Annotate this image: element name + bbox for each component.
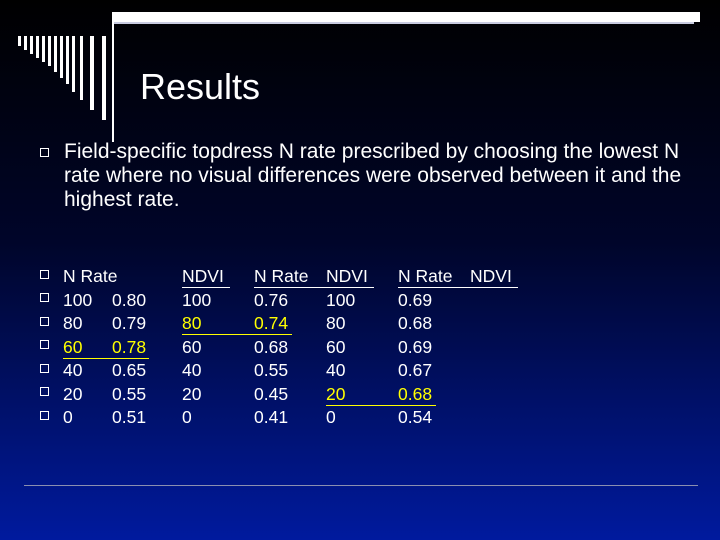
table-cell: 20 <box>182 384 202 404</box>
intro-paragraph: Field-specific topdress N rate prescribe… <box>64 140 682 211</box>
table-cell: 0.79 <box>112 313 147 333</box>
table-cell: 0.41 <box>254 407 289 427</box>
table-cell: 20 <box>63 384 83 404</box>
table-cell: 0.80 <box>112 290 147 310</box>
header-underline <box>254 287 374 288</box>
table-cell: 0.68 <box>398 313 433 333</box>
header-underline <box>398 287 518 288</box>
table-cell: 0.54 <box>398 407 433 427</box>
square-bullet-icon <box>40 148 49 157</box>
square-bullet-icon <box>40 270 49 279</box>
square-bullet-icon <box>40 387 49 396</box>
table-cell: 0.45 <box>254 384 289 404</box>
table-cell: 0.55 <box>112 384 147 404</box>
square-bullet-icon <box>40 364 49 373</box>
highlight-underline <box>63 358 149 359</box>
highlight-underline <box>182 334 292 335</box>
highlighted-cell: 0.78 <box>112 337 147 357</box>
table-cell: 0.68 <box>254 337 289 357</box>
table-header: NDVI <box>326 266 368 286</box>
highlighted-cell: 20 <box>326 384 346 404</box>
footer-divider <box>24 485 698 486</box>
table-cell: 0.65 <box>112 360 147 380</box>
table-header: N Rate <box>63 266 118 286</box>
slide-title: Results <box>140 66 261 107</box>
table-cell: 0.69 <box>398 290 433 310</box>
table-cell: 100 <box>326 290 356 310</box>
table-cell: 100 <box>63 290 93 310</box>
highlighted-cell: 60 <box>63 337 83 357</box>
square-bullet-icon <box>40 340 49 349</box>
table-cell: 60 <box>326 337 346 357</box>
table-cell: 60 <box>182 337 202 357</box>
table-cell: 40 <box>326 360 346 380</box>
table-cell: 40 <box>63 360 83 380</box>
table-cell: 100 <box>182 290 212 310</box>
table-cell: 0.51 <box>112 407 147 427</box>
table-cell: 0.67 <box>398 360 433 380</box>
highlighted-cell: 0.68 <box>398 384 433 404</box>
table-header: N Rate <box>254 266 309 286</box>
table-header: NDVI <box>470 266 512 286</box>
table-cell: 0 <box>182 407 192 427</box>
header-underline <box>182 287 230 288</box>
highlighted-cell: 80 <box>182 313 202 333</box>
table-header: NDVI <box>182 266 224 286</box>
table-cell: 0.76 <box>254 290 289 310</box>
corner-bars-decoration <box>18 12 700 142</box>
table-cell: 40 <box>182 360 202 380</box>
highlight-underline <box>326 405 436 406</box>
table-header: N Rate <box>398 266 453 286</box>
square-bullet-icon <box>40 317 49 326</box>
table-cell: 0.55 <box>254 360 289 380</box>
table-cell: 80 <box>326 313 346 333</box>
table-cell: 0 <box>63 407 73 427</box>
table-cell: 80 <box>63 313 83 333</box>
square-bullet-icon <box>40 411 49 420</box>
square-bullet-icon <box>40 293 49 302</box>
table-cell: 0 <box>326 407 336 427</box>
table-cell: 0.69 <box>398 337 433 357</box>
highlighted-cell: 0.74 <box>254 313 289 333</box>
